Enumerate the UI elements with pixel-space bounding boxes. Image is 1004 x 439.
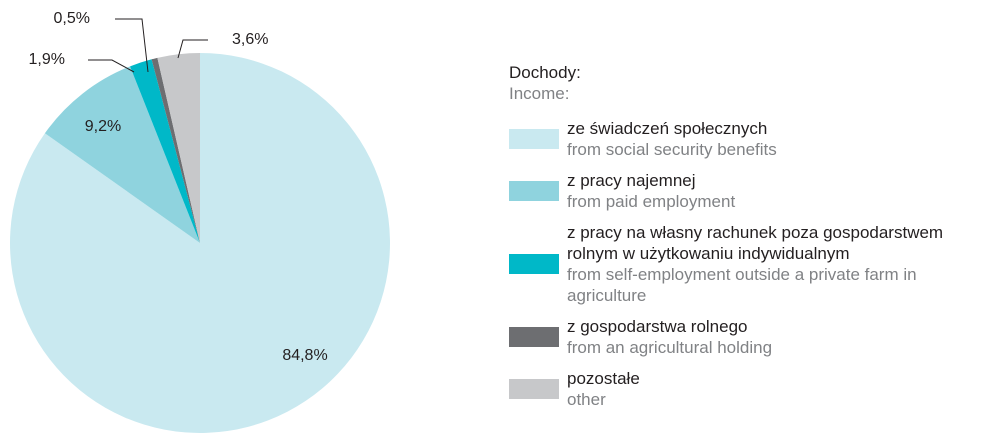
legend-item: z pracy najemnej from paid employment bbox=[509, 170, 999, 212]
legend-label: from an agricultural holding bbox=[567, 338, 773, 357]
legend-swatch bbox=[509, 379, 559, 399]
legend-label: z gospodarstwa rolnego bbox=[567, 317, 748, 336]
legend-text: pozostałe other bbox=[567, 368, 987, 410]
legend-label: z pracy najemnej bbox=[567, 171, 696, 190]
data-label: 84,8% bbox=[282, 347, 327, 364]
data-label: 9,2% bbox=[85, 118, 121, 135]
legend-swatch bbox=[509, 254, 559, 274]
leader-line bbox=[177, 39, 208, 59]
legend-item: z gospodarstwa rolnego from an agricultur… bbox=[509, 316, 999, 358]
legend-label: other bbox=[567, 390, 606, 409]
legend: Dochody: Income: ze świadczeń społecznyc… bbox=[509, 62, 999, 420]
pie-slice bbox=[44, 66, 201, 243]
legend-title: Dochody: bbox=[509, 63, 581, 82]
data-label: 0,5% bbox=[54, 10, 90, 27]
legend-text: z pracy najemnej from paid employment bbox=[567, 170, 987, 212]
legend-swatch bbox=[509, 181, 559, 201]
legend-item: pozostałe other bbox=[509, 368, 999, 410]
data-label: 1,9% bbox=[29, 51, 65, 68]
legend-swatch bbox=[509, 327, 559, 347]
legend-label: pozostałe bbox=[567, 369, 640, 388]
leader-line bbox=[88, 59, 135, 73]
legend-text: z pracy na własny rachunek poza gospodar… bbox=[567, 222, 987, 306]
pie-area: 84,8% 9,2% 1,9% 0,5% 3,6% bbox=[9, 10, 390, 433]
legend-label: from paid employment bbox=[567, 192, 736, 211]
legend-text: z gospodarstwa rolnego from an agricultur… bbox=[567, 316, 987, 358]
pie-slice bbox=[9, 53, 390, 433]
legend-swatch bbox=[509, 129, 559, 149]
pie-slice bbox=[130, 59, 200, 244]
pie-slice bbox=[157, 53, 200, 243]
legend-title-en: Income: bbox=[509, 84, 570, 103]
data-label: 3,6% bbox=[232, 31, 268, 48]
legend-item: ze świadczeń społecznych from social secu… bbox=[509, 118, 999, 160]
legend-label: z pracy na własny rachunek poza gospodar… bbox=[567, 223, 944, 263]
legend-label: ze świadczeń społecznych bbox=[567, 119, 768, 138]
legend-item: z pracy na własny rachunek poza gospodar… bbox=[509, 222, 999, 306]
legend-label: from self-employment outside a private f… bbox=[567, 265, 917, 305]
legend-label: from social security benefits bbox=[567, 140, 777, 159]
leader-line bbox=[115, 18, 149, 73]
pie-slice bbox=[151, 57, 200, 244]
legend-text: ze świadczeń społecznych from social secu… bbox=[567, 118, 987, 160]
